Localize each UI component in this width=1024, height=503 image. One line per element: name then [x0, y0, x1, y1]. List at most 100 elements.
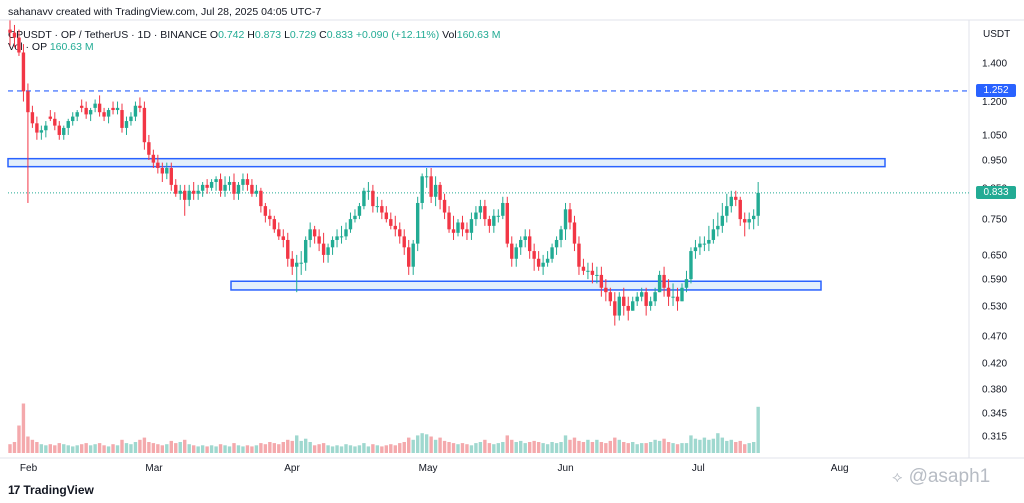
volume-bar	[442, 440, 447, 453]
volume-bar	[483, 439, 487, 453]
volume-bar	[178, 442, 182, 453]
volume-bar	[693, 438, 698, 453]
candle-body	[707, 239, 711, 244]
volume-bar	[232, 443, 236, 453]
volume-bar	[657, 440, 662, 453]
tradingview-brand[interactable]: 17 TradingView	[8, 483, 94, 497]
volume-bar	[671, 443, 675, 453]
candle-body	[93, 103, 97, 108]
close-label: C	[319, 29, 327, 41]
volume-bar	[183, 439, 187, 453]
volume-bar	[241, 446, 245, 453]
candle-body	[519, 239, 523, 248]
candle-body	[12, 32, 17, 38]
volume-bar	[254, 445, 259, 453]
candle-body	[241, 179, 245, 185]
volume-bar	[734, 442, 738, 453]
volume-bar	[102, 445, 106, 453]
volume-bar	[205, 446, 209, 453]
candle-body	[348, 219, 353, 230]
volume-bar	[617, 439, 621, 453]
volume-bar	[675, 444, 680, 453]
volume-bar	[142, 437, 147, 453]
candle-body	[259, 190, 263, 207]
candle-body	[510, 243, 514, 259]
volume-bar	[666, 442, 671, 453]
volume-bar	[268, 442, 272, 453]
volume-bar	[662, 438, 666, 453]
volume-bar	[191, 445, 196, 453]
volume-bar	[308, 442, 312, 453]
volume-bar	[433, 439, 438, 453]
price-tick-label: 0.345	[982, 409, 1007, 420]
price-axis-unit: USDT	[983, 29, 1010, 40]
volume-bar	[527, 442, 532, 453]
volume-bar	[277, 444, 281, 453]
volume-bar	[133, 442, 138, 453]
volume-bar	[474, 443, 478, 453]
candle-body	[277, 229, 281, 237]
volume-bar	[541, 443, 545, 453]
candle-body	[639, 292, 644, 297]
candle-body	[133, 105, 138, 117]
volume-bar	[120, 439, 124, 453]
volume-bar	[429, 436, 433, 453]
volume-bar	[200, 445, 205, 453]
volume-bar	[572, 437, 577, 453]
candle-body	[8, 29, 12, 33]
volume-bar	[124, 443, 129, 453]
watermark: ⟡ @asaph1	[892, 466, 991, 487]
candle-body	[577, 243, 581, 267]
volume-bar	[519, 440, 523, 453]
price-tick-label: 0.750	[982, 215, 1007, 226]
volume-bar	[75, 445, 79, 453]
candle-body	[339, 236, 344, 238]
volume-bar	[79, 444, 84, 453]
candle-body	[214, 179, 218, 182]
candle-body	[469, 219, 474, 233]
volume-bar	[456, 444, 460, 453]
candle-body	[653, 292, 657, 302]
volume-bar	[281, 442, 285, 453]
volume-bar	[532, 440, 536, 453]
close-value: 0.833	[326, 29, 353, 41]
volume-bar	[57, 443, 61, 453]
volume-bar	[559, 442, 563, 453]
candle-body	[478, 206, 483, 213]
volume-bar	[639, 443, 644, 453]
volume-bar	[635, 444, 639, 453]
candle-body	[447, 212, 451, 230]
candle-body	[451, 229, 456, 233]
time-tick-label: Aug	[831, 463, 849, 474]
volume-bar	[707, 439, 711, 453]
candle-body	[429, 176, 433, 197]
volume-bar	[460, 443, 465, 453]
symbol-label[interactable]: OPUSDT · OP / TetherUS · 1D · BINANCE	[8, 29, 207, 41]
volume-bar	[259, 443, 263, 453]
volume-bar	[747, 443, 751, 453]
price-tick-label: 1.200	[982, 97, 1007, 108]
candle-body	[648, 301, 653, 306]
volume-bar	[698, 439, 702, 453]
volume-bar	[505, 435, 509, 453]
candle-body	[407, 247, 411, 267]
volume-bar	[223, 445, 227, 453]
candle-body	[586, 270, 590, 272]
volume-bar	[608, 440, 613, 453]
tradingview-logo-icon: 17	[8, 483, 20, 497]
candle-body	[608, 292, 613, 302]
candle-body	[335, 236, 339, 240]
candle-body	[751, 215, 756, 220]
volume-bar	[187, 444, 191, 453]
volume-bar	[501, 442, 505, 453]
volume-bar	[169, 440, 173, 453]
volume-bar	[115, 445, 120, 453]
time-tick-label: May	[419, 463, 438, 474]
volume-bar	[48, 444, 53, 453]
candle-body	[657, 274, 662, 293]
candle-body	[729, 196, 733, 207]
volume-indicator-value: 160.63 M	[49, 41, 94, 53]
price-tick-label: 0.470	[982, 332, 1007, 343]
candle-body	[747, 219, 751, 223]
